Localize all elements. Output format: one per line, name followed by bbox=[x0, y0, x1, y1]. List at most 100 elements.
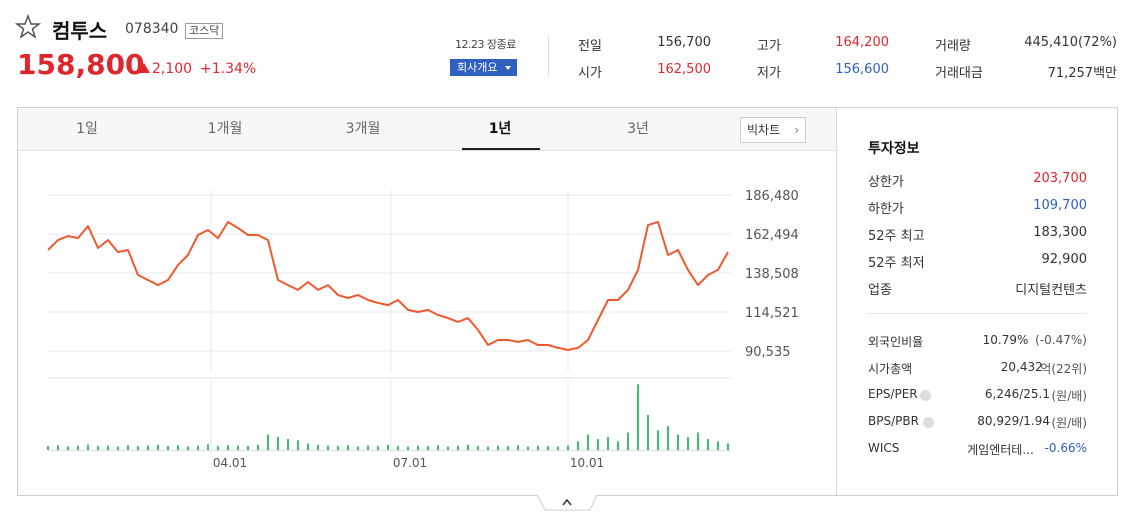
volume-bar bbox=[317, 444, 319, 450]
volume-bar bbox=[717, 441, 719, 450]
volume-bar bbox=[477, 446, 479, 450]
period-tabs bbox=[18, 108, 836, 151]
quote-value: 156,600 bbox=[835, 62, 889, 77]
volume-bar bbox=[397, 446, 399, 450]
info-value: 디지털컨텐츠 bbox=[1015, 283, 1087, 298]
info-label: 52주 최저 bbox=[868, 256, 925, 271]
dropdown-caret bbox=[505, 66, 511, 73]
favorite-star[interactable] bbox=[15, 14, 41, 40]
separator bbox=[548, 36, 549, 76]
volume-bar bbox=[727, 443, 729, 450]
volume-bar bbox=[167, 446, 169, 450]
info-value: 10.79% bbox=[982, 333, 1029, 347]
volume-bar bbox=[507, 446, 509, 450]
volume-bar bbox=[157, 444, 159, 450]
volume-bar bbox=[707, 439, 709, 450]
volume-bar bbox=[667, 425, 669, 450]
volume-bar bbox=[427, 446, 429, 450]
price-line bbox=[47, 221, 729, 351]
volume-bar bbox=[357, 446, 359, 450]
info-label: 52주 최고 bbox=[868, 229, 925, 244]
period-tab[interactable]: 1년 bbox=[488, 121, 512, 137]
y-tick-label: 114,521 bbox=[745, 306, 799, 321]
volume-bar bbox=[287, 439, 289, 450]
info-value: 183,300 bbox=[1033, 225, 1087, 240]
volume-bar bbox=[547, 446, 549, 450]
volume-bar bbox=[217, 446, 219, 450]
info-value: 게임엔터테... bbox=[967, 443, 1034, 457]
quote-value: 156,700 bbox=[657, 35, 711, 50]
period-tab[interactable]: 3개월 bbox=[345, 121, 381, 137]
volume-bar bbox=[327, 445, 329, 450]
volume-bar bbox=[607, 436, 609, 450]
volume-bar bbox=[627, 432, 629, 450]
active-tab-underline bbox=[462, 148, 540, 150]
info-label: 업종 bbox=[868, 283, 892, 298]
volume-bar bbox=[567, 445, 569, 450]
period-tab[interactable]: 1개월 bbox=[207, 121, 243, 137]
quote-label: 저가 bbox=[757, 66, 781, 81]
quote-label: 전일 bbox=[578, 39, 602, 54]
volume-bar bbox=[587, 434, 589, 450]
volume-bar bbox=[637, 384, 639, 450]
current-price: 158,800 bbox=[17, 48, 145, 81]
quote-label: 고가 bbox=[757, 39, 781, 54]
volume-bar bbox=[207, 444, 209, 450]
stock-name: 컴투스 bbox=[52, 19, 108, 43]
volume-bar bbox=[377, 446, 379, 450]
help-icon[interactable] bbox=[920, 390, 931, 401]
y-tick-label: 138,508 bbox=[745, 267, 799, 282]
company-button-label: 회사개요 bbox=[457, 61, 498, 74]
collapse-caret bbox=[562, 498, 572, 506]
volume-bar bbox=[407, 446, 409, 450]
volume-bar bbox=[307, 443, 309, 450]
company-button[interactable]: 회사개요 bbox=[450, 59, 517, 76]
separator bbox=[868, 313, 1087, 314]
info-value: 80,929/1.94 bbox=[977, 414, 1050, 428]
collapse-tab[interactable] bbox=[536, 494, 598, 511]
info-extra: 억(22위) bbox=[1040, 362, 1087, 376]
stock-code: 078340 bbox=[125, 21, 179, 37]
volume-bar bbox=[237, 445, 239, 450]
info-extra: (원/배) bbox=[1051, 416, 1088, 430]
volume-bar bbox=[367, 445, 369, 450]
quote-value: 445,410(72%) bbox=[1024, 35, 1117, 50]
volume-bar bbox=[387, 444, 389, 450]
info-extra: -0.66% bbox=[1044, 441, 1087, 455]
volume-bar bbox=[117, 446, 119, 450]
volume-bar bbox=[677, 434, 679, 450]
change-rate: +1.34% bbox=[200, 61, 257, 77]
volume-bar bbox=[247, 446, 249, 450]
y-tick-label: 162,494 bbox=[745, 228, 799, 243]
volume-bar bbox=[227, 445, 229, 450]
period-tab[interactable]: 3년 bbox=[627, 121, 649, 137]
info-value: 6,246/25.1 bbox=[984, 387, 1050, 401]
info-extra: (-0.47%) bbox=[1035, 333, 1087, 347]
volume-bar bbox=[577, 441, 579, 450]
market-badge: 코스닥 bbox=[185, 23, 224, 39]
quote-label: 거래대금 bbox=[935, 66, 983, 81]
volume-bar bbox=[267, 434, 269, 450]
volume-bar bbox=[147, 445, 149, 450]
info-value: 92,900 bbox=[1041, 252, 1088, 267]
period-tab[interactable]: 1일 bbox=[76, 121, 98, 137]
volume-bar bbox=[417, 445, 419, 450]
info-label: 외국인비율 bbox=[868, 335, 924, 349]
help-icon[interactable] bbox=[923, 417, 934, 428]
volume-bar bbox=[177, 445, 179, 450]
volume-bar bbox=[457, 445, 459, 450]
quote-label: 거래량 bbox=[935, 39, 971, 54]
invest-panel bbox=[836, 108, 1118, 495]
volume-bar bbox=[297, 440, 299, 450]
info-label: 하한가 bbox=[868, 202, 904, 217]
big-chart-button[interactable]: 빅차트 › bbox=[740, 117, 806, 143]
volume-bar bbox=[87, 444, 89, 450]
info-label: BPS/PBR bbox=[868, 414, 919, 428]
market-status: 12.23 장종료 bbox=[455, 38, 516, 51]
quote-value: 164,200 bbox=[835, 35, 889, 50]
volume-bar bbox=[657, 430, 659, 450]
info-label: 상한가 bbox=[868, 175, 904, 190]
volume-bar bbox=[337, 446, 339, 450]
info-value: 203,700 bbox=[1033, 171, 1087, 186]
